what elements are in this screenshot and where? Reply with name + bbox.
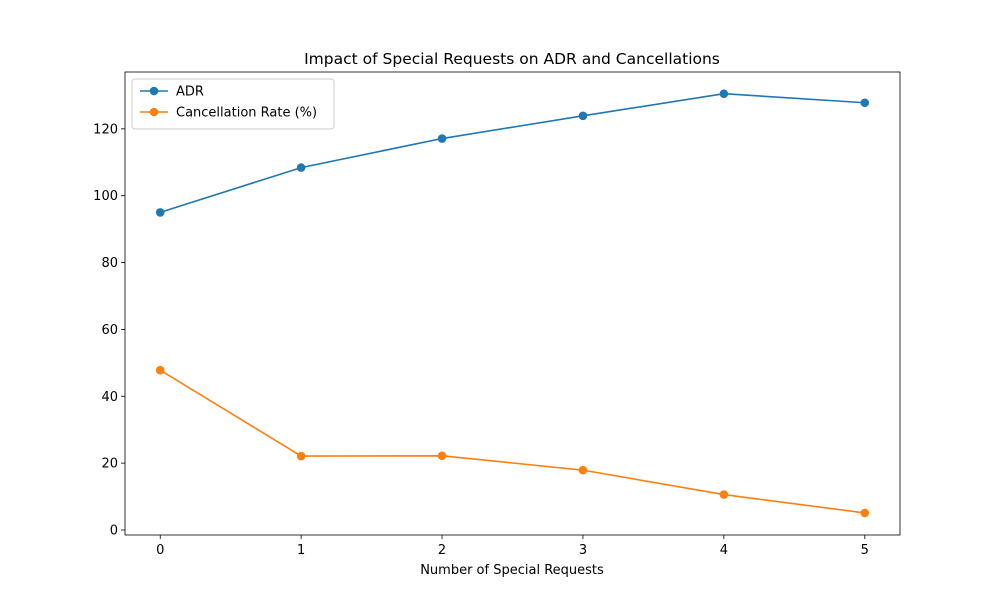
- y-tick-label: 80: [101, 256, 118, 271]
- x-tick-label: 4: [720, 543, 728, 558]
- chart-title: Impact of Special Requests on ADR and Ca…: [304, 50, 720, 68]
- y-tick-label: 0: [110, 523, 118, 538]
- data-point: [860, 98, 870, 108]
- x-tick-label: 5: [861, 543, 869, 558]
- data-point: [155, 208, 165, 217]
- legend-label: ADR: [176, 85, 204, 100]
- x-axis-title: Number of Special Requests: [420, 563, 604, 578]
- data-point: [860, 508, 870, 518]
- data-point: [296, 451, 306, 461]
- data-point: [437, 134, 447, 143]
- y-tick-label: 40: [101, 390, 118, 405]
- data-point: [578, 465, 588, 475]
- x-tick-label: 2: [438, 543, 446, 558]
- series-line: [159, 369, 865, 514]
- series-layer: [155, 89, 870, 518]
- data-point: [719, 89, 729, 99]
- series-line: [159, 92, 865, 214]
- x-tick-label: 3: [579, 543, 587, 558]
- legend-label: Cancellation Rate (%): [176, 106, 317, 121]
- data-point: [578, 111, 588, 121]
- legend-box: [131, 78, 335, 130]
- data-point: [296, 163, 306, 172]
- y-tick-label: 100: [93, 189, 118, 204]
- y-tick-label: 60: [101, 323, 118, 338]
- axes: 0 1 2 3 4 5 0 20 40 60 80 100 120: [93, 71, 901, 558]
- data-point: [155, 365, 165, 375]
- x-tick-label: 0: [156, 543, 164, 558]
- y-tick-label: 120: [93, 122, 118, 137]
- x-tick-label: 1: [297, 543, 305, 558]
- data-point: [437, 451, 447, 461]
- y-tick-label: 20: [101, 457, 118, 472]
- plot-frame: [124, 71, 901, 536]
- legend-swatch-marker: [149, 86, 159, 96]
- data-point: [719, 490, 729, 499]
- legend: ADR Cancellation Rate (%): [131, 78, 335, 130]
- legend-swatch-marker: [149, 107, 159, 117]
